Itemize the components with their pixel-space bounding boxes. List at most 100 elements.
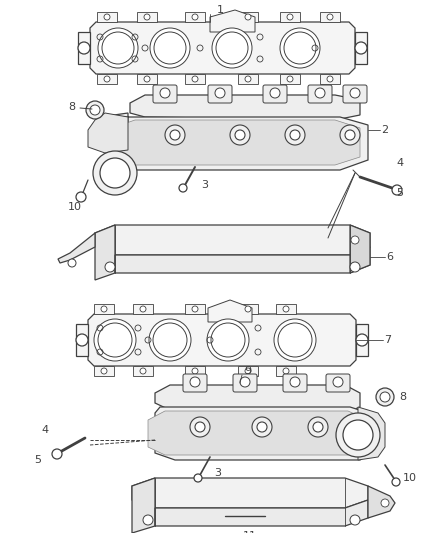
Polygon shape xyxy=(133,304,153,314)
Polygon shape xyxy=(355,32,367,64)
Circle shape xyxy=(52,449,62,459)
Circle shape xyxy=(78,42,90,54)
Polygon shape xyxy=(97,12,117,22)
Polygon shape xyxy=(115,247,370,273)
Polygon shape xyxy=(350,225,370,273)
Circle shape xyxy=(98,28,138,68)
Polygon shape xyxy=(155,407,375,460)
Circle shape xyxy=(143,515,153,525)
Text: 1: 1 xyxy=(216,5,223,15)
Circle shape xyxy=(336,413,380,457)
Circle shape xyxy=(392,478,400,486)
Circle shape xyxy=(195,422,205,432)
Circle shape xyxy=(380,392,390,402)
Polygon shape xyxy=(95,225,370,255)
Circle shape xyxy=(327,14,333,20)
Polygon shape xyxy=(238,366,258,376)
Circle shape xyxy=(290,377,300,387)
Text: 5: 5 xyxy=(35,455,42,465)
Polygon shape xyxy=(90,22,355,74)
Circle shape xyxy=(140,368,146,374)
FancyBboxPatch shape xyxy=(283,374,307,392)
Circle shape xyxy=(345,130,355,140)
Polygon shape xyxy=(238,12,258,22)
Circle shape xyxy=(327,76,333,82)
Circle shape xyxy=(160,88,170,98)
Polygon shape xyxy=(238,304,258,314)
Text: 4: 4 xyxy=(396,158,403,168)
Circle shape xyxy=(90,105,100,115)
Circle shape xyxy=(76,334,88,346)
Circle shape xyxy=(212,28,252,68)
Polygon shape xyxy=(133,366,153,376)
Circle shape xyxy=(355,42,367,54)
Circle shape xyxy=(140,306,146,312)
FancyBboxPatch shape xyxy=(153,85,177,103)
Circle shape xyxy=(287,76,293,82)
Circle shape xyxy=(179,184,187,192)
Polygon shape xyxy=(94,366,114,376)
Circle shape xyxy=(285,125,305,145)
Polygon shape xyxy=(155,500,368,526)
Circle shape xyxy=(192,306,198,312)
Circle shape xyxy=(274,319,316,361)
Circle shape xyxy=(283,368,289,374)
Circle shape xyxy=(381,499,389,507)
Polygon shape xyxy=(95,225,115,280)
Circle shape xyxy=(149,319,191,361)
FancyBboxPatch shape xyxy=(208,85,232,103)
Circle shape xyxy=(284,32,316,64)
Circle shape xyxy=(240,377,250,387)
Text: 3: 3 xyxy=(201,180,208,190)
Text: 8: 8 xyxy=(399,392,406,402)
Circle shape xyxy=(252,417,272,437)
Circle shape xyxy=(350,262,360,272)
Circle shape xyxy=(94,319,136,361)
Polygon shape xyxy=(185,366,205,376)
Circle shape xyxy=(392,185,402,195)
Text: 4: 4 xyxy=(42,425,49,435)
Circle shape xyxy=(144,76,150,82)
Circle shape xyxy=(245,14,251,20)
Circle shape xyxy=(165,125,185,145)
Polygon shape xyxy=(88,113,128,153)
Polygon shape xyxy=(368,486,395,518)
Circle shape xyxy=(376,388,394,406)
Polygon shape xyxy=(276,366,296,376)
Polygon shape xyxy=(320,74,340,84)
Text: 3: 3 xyxy=(215,468,222,478)
Circle shape xyxy=(278,323,312,357)
Polygon shape xyxy=(155,385,360,413)
Text: 5: 5 xyxy=(396,188,403,198)
Text: 2: 2 xyxy=(381,125,389,135)
Circle shape xyxy=(245,368,251,374)
Circle shape xyxy=(270,88,280,98)
Text: 10: 10 xyxy=(68,202,82,212)
Polygon shape xyxy=(185,304,205,314)
Circle shape xyxy=(207,319,249,361)
Circle shape xyxy=(192,14,198,20)
FancyBboxPatch shape xyxy=(326,374,350,392)
Circle shape xyxy=(190,417,210,437)
Circle shape xyxy=(235,130,245,140)
Polygon shape xyxy=(356,324,368,356)
Circle shape xyxy=(351,236,359,244)
Circle shape xyxy=(192,368,198,374)
Circle shape xyxy=(101,306,107,312)
Circle shape xyxy=(144,14,150,20)
Circle shape xyxy=(283,306,289,312)
Polygon shape xyxy=(76,324,88,356)
Text: 7: 7 xyxy=(385,335,392,345)
Polygon shape xyxy=(185,12,205,22)
Circle shape xyxy=(340,125,360,145)
Circle shape xyxy=(350,515,360,525)
Circle shape xyxy=(76,192,86,202)
Circle shape xyxy=(350,88,360,98)
Circle shape xyxy=(100,158,130,188)
Polygon shape xyxy=(94,304,114,314)
Polygon shape xyxy=(185,74,205,84)
Circle shape xyxy=(211,323,245,357)
Polygon shape xyxy=(320,12,340,22)
Circle shape xyxy=(102,32,134,64)
Circle shape xyxy=(215,88,225,98)
